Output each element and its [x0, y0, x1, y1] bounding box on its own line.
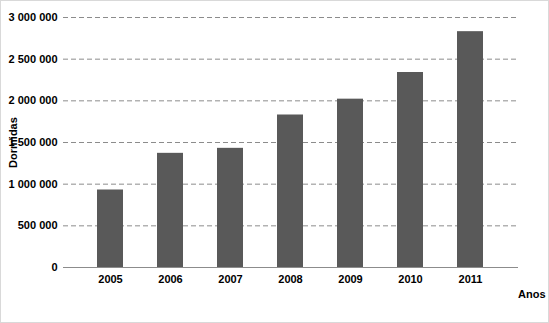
svg-text:3 000 000: 3 000 000 — [9, 11, 58, 23]
svg-text:Anos: Anos — [518, 288, 546, 300]
svg-text:2007: 2007 — [218, 273, 242, 285]
svg-text:0: 0 — [51, 261, 57, 273]
svg-text:2011: 2011 — [459, 273, 483, 285]
svg-text:2008: 2008 — [278, 273, 302, 285]
svg-text:2 000 000: 2 000 000 — [9, 94, 58, 106]
svg-text:1 000 000: 1 000 000 — [9, 178, 58, 190]
svg-text:1 500 000: 1 500 000 — [8, 136, 58, 148]
svg-text:2010: 2010 — [398, 273, 422, 285]
svg-text:2005: 2005 — [98, 273, 122, 285]
svg-text:Dormidas: Dormidas — [7, 117, 19, 168]
svg-text:2 500 000: 2 500 000 — [9, 53, 58, 65]
svg-text:2006: 2006 — [158, 273, 182, 285]
svg-text:500 000: 500 000 — [18, 219, 58, 231]
svg-text:2009: 2009 — [338, 273, 362, 285]
